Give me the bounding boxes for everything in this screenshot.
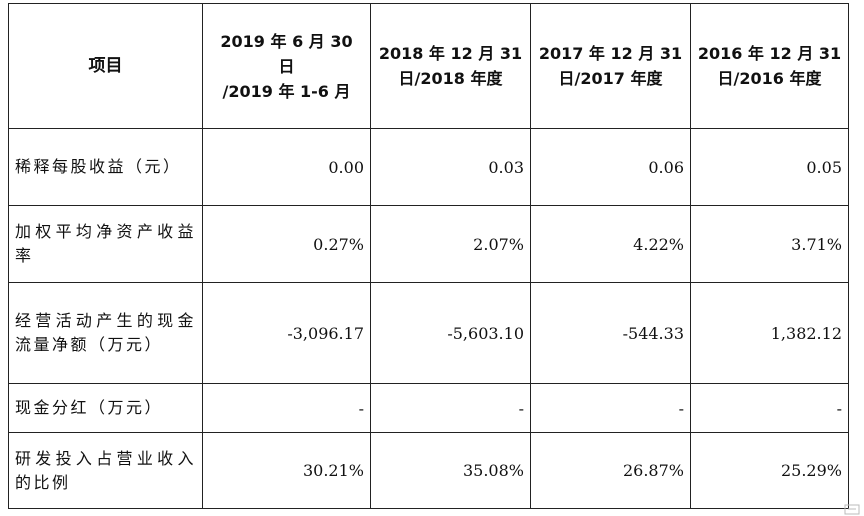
table-cell: 2.07%	[370, 205, 531, 283]
row-label-cash-dividend: 现金分红（万元）	[8, 383, 203, 433]
table-row: 稀释每股收益（元） 0.00 0.03 0.06 0.05	[8, 128, 849, 206]
table-cell: 4.22%	[530, 205, 691, 283]
table-cell: -5,603.10	[370, 282, 531, 384]
corner-mark-icon	[844, 504, 860, 515]
header-2017: 2017 年 12 月 31 日/2017 年度	[530, 3, 691, 129]
table-cell: -544.33	[530, 282, 691, 384]
table-row: 现金分红（万元） - - - -	[8, 383, 849, 433]
row-label-diluted-eps: 稀释每股收益（元）	[8, 128, 203, 206]
table-cell: -3,096.17	[202, 282, 371, 384]
table-cell: 0.00	[202, 128, 371, 206]
table-cell: 35.08%	[370, 432, 531, 509]
table-cell: 0.06	[530, 128, 691, 206]
table-cell: 26.87%	[530, 432, 691, 509]
row-label-weighted-roe: 加权平均净资产收益率	[8, 205, 203, 283]
row-label-operating-cash-flow: 经营活动产生的现金流量净额（万元）	[8, 282, 203, 384]
table-cell: 0.27%	[202, 205, 371, 283]
table-row: 研发投入占营业收入的比例 30.21% 35.08% 26.87% 25.29%	[8, 432, 849, 509]
table-row: 加权平均净资产收益率 0.27% 2.07% 4.22% 3.71%	[8, 205, 849, 283]
table-row: 经营活动产生的现金流量净额（万元） -3,096.17 -5,603.10 -5…	[8, 282, 849, 384]
table-cell: 25.29%	[690, 432, 849, 509]
header-row: 项目 2019 年 6 月 30 日 /2019 年 1-6 月 2018 年 …	[8, 3, 849, 129]
row-label-rd-ratio: 研发投入占营业收入的比例	[8, 432, 203, 509]
header-2016: 2016 年 12 月 31 日/2016 年度	[690, 3, 849, 129]
table-cell: -	[202, 383, 371, 433]
header-item: 项目	[8, 3, 203, 129]
table-cell: 0.05	[690, 128, 849, 206]
table-cell: 30.21%	[202, 432, 371, 509]
header-2018: 2018 年 12 月 31 日/2018 年度	[370, 3, 531, 129]
table-cell: -	[690, 383, 849, 433]
table-cell: 1,382.12	[690, 282, 849, 384]
table-cell: -	[370, 383, 531, 433]
table-cell: -	[530, 383, 691, 433]
table-cell: 3.71%	[690, 205, 849, 283]
header-2019-h1: 2019 年 6 月 30 日 /2019 年 1-6 月	[202, 3, 371, 129]
financial-indicators-table: 项目 2019 年 6 月 30 日 /2019 年 1-6 月 2018 年 …	[8, 3, 849, 509]
table-cell: 0.03	[370, 128, 531, 206]
